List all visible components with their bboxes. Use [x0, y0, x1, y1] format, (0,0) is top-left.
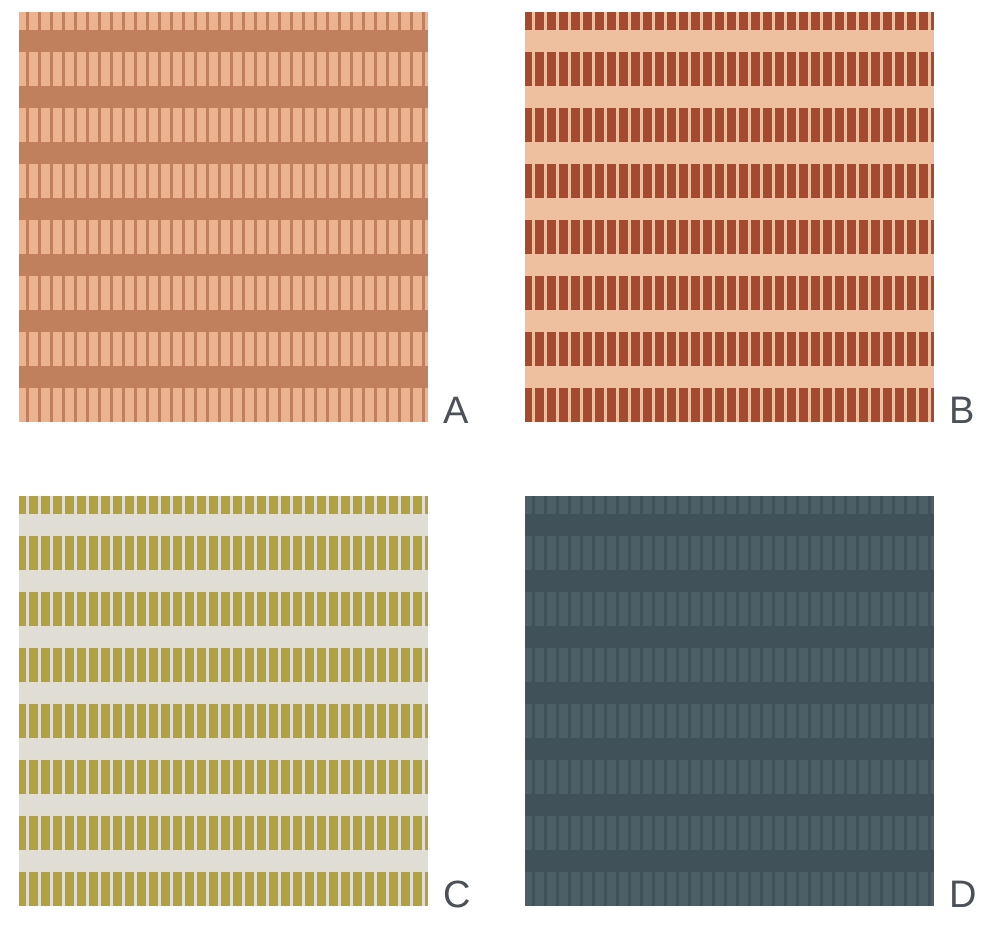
pattern-swatch-a	[19, 12, 428, 422]
swatch-cell-d: D	[525, 496, 995, 914]
swatch-cell-c: C	[19, 496, 525, 914]
pattern-swatch-c	[19, 496, 428, 906]
swatch-cell-a: A	[19, 12, 525, 430]
pattern-swatch-b	[525, 12, 934, 422]
swatch-label-d: D	[949, 874, 977, 916]
swatch-label-c: C	[443, 874, 471, 916]
swatch-label-b: B	[949, 390, 975, 432]
swatch-grid: A B C D	[19, 12, 995, 914]
swatch-label-a: A	[443, 390, 469, 432]
swatch-cell-b: B	[525, 12, 995, 430]
pattern-swatch-d	[525, 496, 934, 906]
